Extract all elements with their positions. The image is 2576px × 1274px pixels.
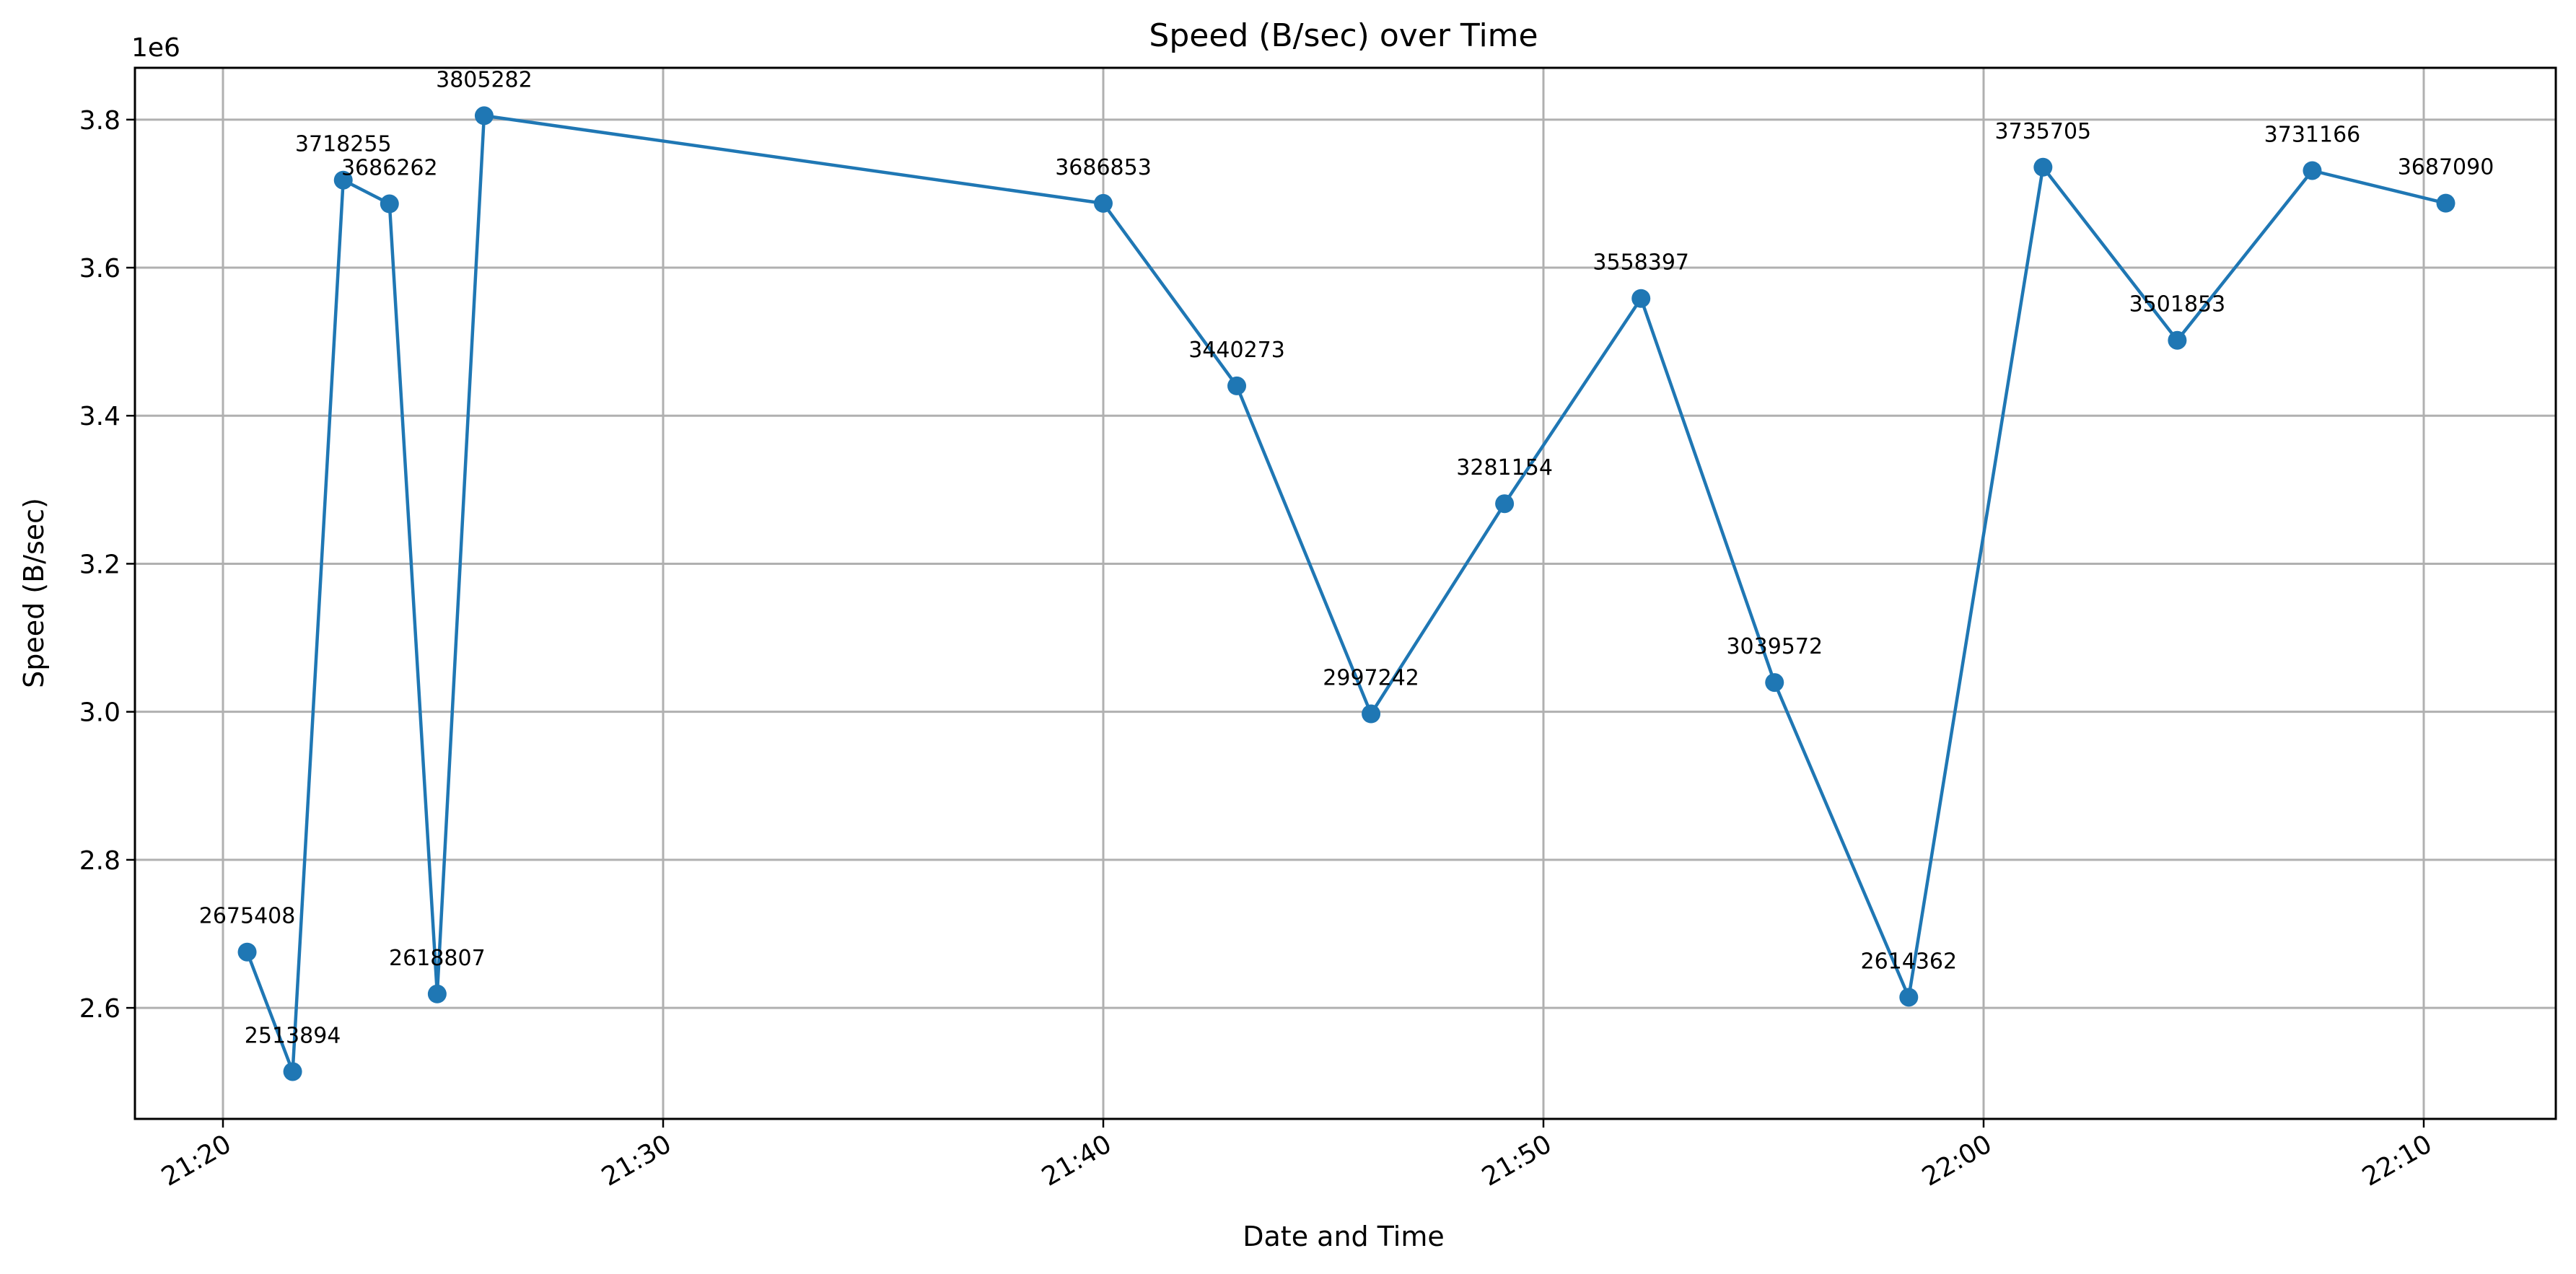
- data-point: [2303, 161, 2322, 180]
- data-label: 2675408: [199, 904, 296, 929]
- data-point: [2436, 193, 2455, 213]
- y-tick-label: 3.6: [79, 254, 121, 284]
- data-label: 3440273: [1188, 338, 1285, 363]
- y-axis-offset-label: 1e6: [131, 33, 180, 63]
- data-point: [1227, 376, 1247, 395]
- data-point: [474, 106, 494, 126]
- y-tick-label: 3.8: [79, 106, 121, 136]
- y-axis: 2.6 2.8 3.0 3.2 3.4 3.6 3.8: [79, 106, 135, 1024]
- data-label: 3686853: [1055, 155, 1152, 180]
- y-tick-label: 2.6: [79, 994, 121, 1024]
- data-point: [1631, 289, 1651, 308]
- data-point: [1362, 704, 1381, 724]
- data-label: 3281154: [1456, 455, 1553, 480]
- y-tick-label: 3.2: [79, 550, 121, 579]
- y-tick-label: 3.0: [79, 698, 121, 728]
- x-axis-title: Date and Time: [1243, 1221, 1444, 1252]
- data-label: 3687090: [2398, 155, 2494, 180]
- data-point: [380, 194, 399, 214]
- data-points: [237, 106, 2455, 1081]
- data-label: 3735705: [1995, 119, 2092, 144]
- data-label: 3686262: [341, 156, 438, 181]
- data-point: [427, 984, 447, 1003]
- chart-title: Speed (B/sec) over Time: [1149, 17, 1538, 54]
- data-label: 3805282: [436, 67, 533, 92]
- data-point: [1495, 494, 1515, 514]
- data-label: 3718255: [295, 132, 392, 157]
- data-point: [2168, 330, 2187, 350]
- data-point: [237, 942, 257, 962]
- plot-frame: [133, 66, 2557, 1120]
- data-point: [283, 1062, 302, 1081]
- data-label: 3501853: [2129, 292, 2226, 317]
- data-label: 2618807: [389, 946, 486, 971]
- y-tick-label: 3.4: [79, 402, 121, 431]
- data-label: 3039572: [1726, 634, 1823, 659]
- data-label: 3731166: [2264, 122, 2361, 147]
- data-point: [333, 170, 353, 190]
- data-label: 2997242: [1323, 665, 1419, 690]
- y-tick-label: 2.8: [79, 846, 121, 876]
- data-point: [1765, 673, 1784, 693]
- data-point: [2033, 157, 2053, 177]
- data-label: 2614362: [1860, 949, 1957, 974]
- data-point: [1094, 193, 1113, 213]
- data-label: 3558397: [1593, 250, 1689, 276]
- grid: [135, 68, 2556, 1119]
- y-axis-title: Speed (B/sec): [18, 498, 50, 688]
- data-label: 2513894: [245, 1023, 341, 1048]
- data-point: [1899, 988, 1919, 1007]
